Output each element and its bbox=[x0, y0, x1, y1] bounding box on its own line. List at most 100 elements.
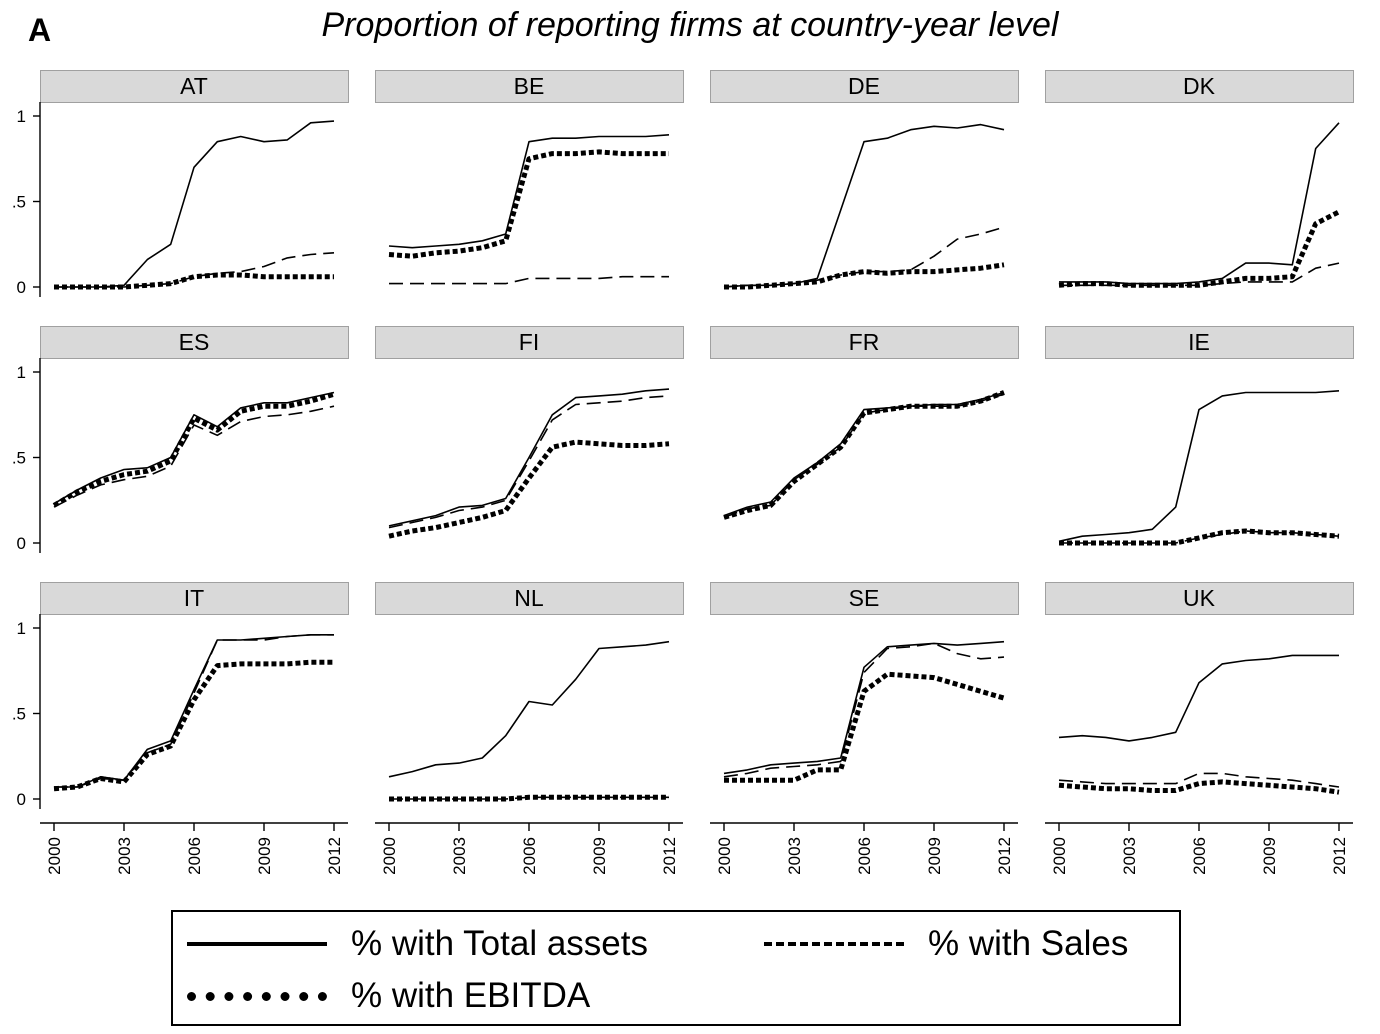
panel-strip bbox=[1045, 326, 1354, 359]
series-line-with-total-assets bbox=[1059, 122, 1340, 285]
y-tick-label: 1 bbox=[17, 107, 26, 126]
x-tick-label: 2006 bbox=[520, 837, 539, 875]
panel-strip bbox=[40, 582, 349, 615]
y-tick-label: .5 bbox=[12, 193, 26, 212]
panel-se: SE 2000 2003 2006 2009 2012 bbox=[710, 582, 1019, 875]
panel-strip-label: IE bbox=[1188, 329, 1210, 355]
x-tick-label: 2012 bbox=[325, 837, 344, 875]
panel-fr: FR bbox=[710, 326, 1019, 520]
panel-strip bbox=[375, 582, 684, 615]
panel-de: DE bbox=[710, 70, 1019, 290]
panel-strip-label: BE bbox=[514, 73, 545, 99]
series-line-with-ebitda bbox=[53, 659, 334, 792]
legend-label-total-assets: % with Total assets bbox=[351, 924, 648, 963]
series-line-with-sales bbox=[389, 275, 669, 285]
chart-title: Proportion of reporting firms at country… bbox=[321, 6, 1059, 44]
series-line-with-ebitda bbox=[723, 390, 1005, 520]
panel-strip-label: SE bbox=[849, 585, 880, 611]
x-tick-label: 2003 bbox=[785, 837, 804, 875]
y-tick-label: .5 bbox=[12, 705, 26, 724]
series-line-with-total-assets bbox=[388, 388, 670, 527]
x-tick-label: 2012 bbox=[660, 837, 679, 875]
panel-uk: UK 2000 2003 2006 2009 2012 bbox=[1045, 582, 1354, 875]
y-tick-label: 1 bbox=[17, 619, 26, 638]
series-line-with-ebitda bbox=[1058, 779, 1340, 795]
series-line-with-total-assets bbox=[1058, 654, 1339, 742]
panel-strip-label: DK bbox=[1183, 73, 1216, 99]
series-line-with-ebitda bbox=[54, 272, 334, 290]
x-tick-label: 2012 bbox=[1330, 837, 1349, 875]
y-tick-label: .5 bbox=[12, 449, 26, 468]
series-line-with-ebitda bbox=[388, 149, 669, 259]
legend-item-sales: % with Sales bbox=[764, 924, 1128, 964]
panel-be: BE bbox=[375, 70, 684, 285]
panel-strip-label: FR bbox=[849, 329, 880, 355]
series-line-with-ebitda bbox=[52, 391, 335, 508]
series-line-with-ebitda bbox=[1058, 209, 1341, 288]
series-line-with-ebitda bbox=[389, 794, 669, 802]
legend: % with Total assets % with Sales % with … bbox=[171, 910, 1181, 1026]
series-line-with-total-assets bbox=[723, 391, 1005, 517]
series-line-with-total-assets bbox=[53, 391, 335, 505]
panel-strip bbox=[40, 326, 349, 359]
panel-strip bbox=[40, 70, 349, 103]
legend-label-sales: % with Sales bbox=[928, 924, 1129, 963]
y-tick-label: 0 bbox=[17, 278, 26, 297]
panel-es: ES 0 .5 1 bbox=[12, 326, 349, 553]
series-line-with-total-assets bbox=[723, 640, 1005, 775]
panel-fi: FI bbox=[375, 326, 684, 539]
y-tick-label: 1 bbox=[17, 363, 26, 382]
series-line-with-sales bbox=[723, 393, 1005, 519]
panel-letter: A bbox=[28, 12, 52, 48]
x-tick-label: 2006 bbox=[185, 837, 204, 875]
series-line-with-total-assets bbox=[388, 134, 670, 249]
panel-strip bbox=[710, 582, 1019, 615]
panel-strip bbox=[1045, 582, 1354, 615]
series-line-with-total-assets bbox=[388, 640, 670, 778]
x-tick-label: 2009 bbox=[1260, 837, 1279, 875]
panel-strip bbox=[710, 70, 1019, 103]
series-line-with-sales bbox=[723, 642, 1005, 778]
legend-swatch-dotted bbox=[187, 991, 327, 1001]
legend-label-ebitda: % with EBITDA bbox=[351, 976, 591, 1015]
x-tick-label: 2006 bbox=[855, 837, 874, 875]
panel-dk: DK bbox=[1045, 70, 1354, 288]
panel-strip bbox=[375, 326, 684, 359]
series-line-with-sales bbox=[54, 252, 335, 288]
x-tick-label: 2003 bbox=[115, 837, 134, 875]
panel-strip-label: IT bbox=[184, 585, 204, 611]
legend-swatch-dashed bbox=[764, 942, 904, 946]
panel-ie: IE bbox=[1045, 326, 1354, 546]
panel-it: IT 0 .5 1 2000 2003 2006 2009 2012 bbox=[12, 582, 349, 875]
panel-strip-label: AT bbox=[180, 73, 208, 99]
legend-item-ebitda: % with EBITDA bbox=[187, 976, 590, 1016]
x-tick-label: 2000 bbox=[45, 837, 64, 875]
series-line-with-sales bbox=[1058, 772, 1340, 788]
small-multiples-chart: AT 0 .5 1 BE DE DK ES 0 .5 1 FI FR IE IT 0 .5 1 2000 2003 20… bbox=[12, 70, 1354, 875]
panel-nl: NL 2000 2003 2006 2009 2012 bbox=[375, 582, 684, 875]
legend-swatch-solid bbox=[187, 942, 327, 946]
series-line-with-sales bbox=[723, 226, 1005, 288]
series-line-with-total-assets bbox=[1058, 390, 1340, 543]
x-tick-label: 2003 bbox=[450, 837, 469, 875]
panel-strip-label: FI bbox=[519, 329, 539, 355]
legend-item-total-assets: % with Total assets bbox=[187, 924, 648, 964]
series-line-with-total-assets bbox=[723, 123, 1005, 288]
x-tick-label: 2009 bbox=[255, 837, 274, 875]
series-line-with-ebitda bbox=[388, 439, 670, 539]
x-tick-label: 2003 bbox=[1120, 837, 1139, 875]
y-tick-label: 0 bbox=[17, 534, 26, 553]
panel-strip-label: NL bbox=[514, 585, 544, 611]
panel-strip bbox=[710, 326, 1019, 359]
series-line-with-sales bbox=[388, 395, 670, 529]
series-line-with-ebitda bbox=[1059, 528, 1340, 546]
series-line-with-total-assets bbox=[54, 120, 335, 288]
panel-strip-label: ES bbox=[179, 329, 210, 355]
x-tick-label: 2000 bbox=[1050, 837, 1069, 875]
panel-strip bbox=[375, 70, 684, 103]
x-tick-label: 2006 bbox=[1190, 837, 1209, 875]
x-tick-label: 2009 bbox=[925, 837, 944, 875]
series-line-with-sales bbox=[54, 633, 334, 788]
panel-at: AT 0 .5 1 bbox=[12, 70, 349, 297]
x-tick-label: 2009 bbox=[590, 837, 609, 875]
